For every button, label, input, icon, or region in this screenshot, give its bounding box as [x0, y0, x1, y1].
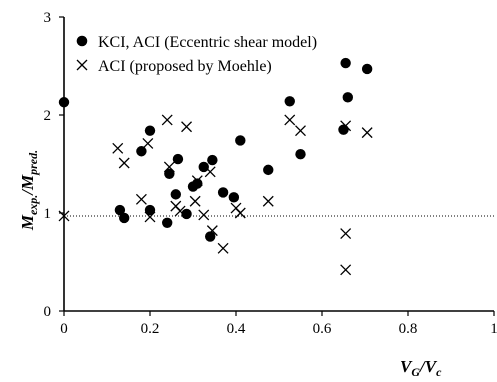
- data-point-circle: [136, 146, 147, 157]
- data-point-circle: [338, 124, 349, 135]
- x-label-sub1: G: [411, 365, 420, 379]
- data-point-cross: [163, 161, 175, 173]
- x-tick-label: 0.6: [313, 321, 332, 337]
- y-tick-label: 0: [44, 304, 52, 320]
- legend-marker-cross: [76, 59, 88, 71]
- y-tick-label: 2: [44, 108, 52, 124]
- data-point-cross: [144, 211, 156, 223]
- data-point-cross: [295, 125, 306, 137]
- legend: KCI, ACI (Eccentric shear model) ACI (pr…: [76, 34, 317, 75]
- legend-entry-crosses: ACI (proposed by Moehle): [76, 58, 272, 75]
- data-point-circle: [114, 204, 126, 216]
- y-tick-label: 1: [44, 206, 52, 222]
- x-tick-label: 0.8: [399, 321, 418, 337]
- y-label-main: M: [18, 214, 37, 231]
- data-point-circle: [144, 204, 156, 216]
- y-label-sub1: exp.: [26, 195, 40, 215]
- data-point-circle: [144, 125, 156, 136]
- data-point-circle: [207, 154, 218, 166]
- data-points: [58, 57, 373, 276]
- data-point-circle: [340, 57, 351, 69]
- legend-entry-circles: KCI, ACI (Eccentric shear model): [76, 34, 317, 51]
- data-point-cross: [135, 193, 147, 205]
- data-point-circle: [119, 212, 130, 224]
- data-point-circle: [172, 153, 184, 165]
- data-point-cross: [58, 210, 70, 222]
- data-point-circle: [361, 63, 373, 75]
- data-point-cross: [262, 195, 274, 207]
- data-point-circle: [162, 217, 173, 228]
- y-label-sub2: pred.: [26, 150, 40, 176]
- data-point-circle: [295, 149, 306, 160]
- data-point-circle: [170, 189, 181, 200]
- data-point-cross: [340, 264, 352, 276]
- data-point-cross: [204, 166, 216, 178]
- data-point-cross: [217, 242, 229, 254]
- data-point-circle: [198, 161, 209, 173]
- y-label-slash: /M: [18, 174, 37, 197]
- data-point-circle: [181, 208, 192, 220]
- data-point-circle: [217, 187, 229, 198]
- data-point-cross: [284, 114, 296, 126]
- y-axis-label: Mexp./Mpred.: [18, 150, 40, 231]
- x-tick-label: 1: [490, 321, 497, 337]
- data-point-cross: [206, 225, 218, 237]
- data-point-cross: [191, 175, 203, 187]
- data-point-circle: [228, 192, 240, 203]
- data-point-cross: [181, 121, 193, 133]
- x-label-slash: /V: [418, 357, 438, 376]
- x-tick-label: 0.2: [141, 321, 160, 337]
- data-point-cross: [118, 157, 130, 169]
- legend-marker-circle: [76, 35, 88, 47]
- data-point-circle: [263, 164, 274, 176]
- data-point-circle: [164, 168, 175, 179]
- data-point-cross: [142, 137, 154, 149]
- tick-marks: [59, 16, 495, 316]
- x-tick-label: 0: [60, 321, 68, 337]
- data-point-cross: [340, 120, 352, 132]
- data-point-cross: [361, 127, 373, 139]
- x-axis-label: VG/Vc: [400, 357, 442, 379]
- data-point-circle: [284, 96, 295, 107]
- data-point-cross: [234, 207, 246, 219]
- legend-label-crosses: ACI (proposed by Moehle): [98, 58, 272, 75]
- data-point-circle: [192, 178, 203, 189]
- data-point-cross: [112, 142, 124, 154]
- data-point-circle: [235, 135, 246, 146]
- legend-label-circles: KCI, ACI (Eccentric shear model): [98, 34, 317, 51]
- y-tick-label: 3: [44, 10, 52, 26]
- data-point-circle: [205, 231, 216, 242]
- x-label-sub2: c: [436, 365, 442, 379]
- data-point-cross: [174, 205, 186, 217]
- x-label-main: V: [400, 357, 413, 376]
- data-point-cross: [189, 195, 201, 207]
- tick-labels: 0 0.2 0.4 0.6 0.8 1 0 1 2 3: [44, 10, 497, 337]
- x-tick-label: 0.4: [227, 321, 246, 337]
- data-point-circle: [58, 97, 70, 108]
- data-point-cross: [198, 209, 210, 221]
- data-point-cross: [161, 114, 173, 126]
- data-point-circle: [342, 92, 353, 103]
- data-point-cross: [340, 228, 352, 240]
